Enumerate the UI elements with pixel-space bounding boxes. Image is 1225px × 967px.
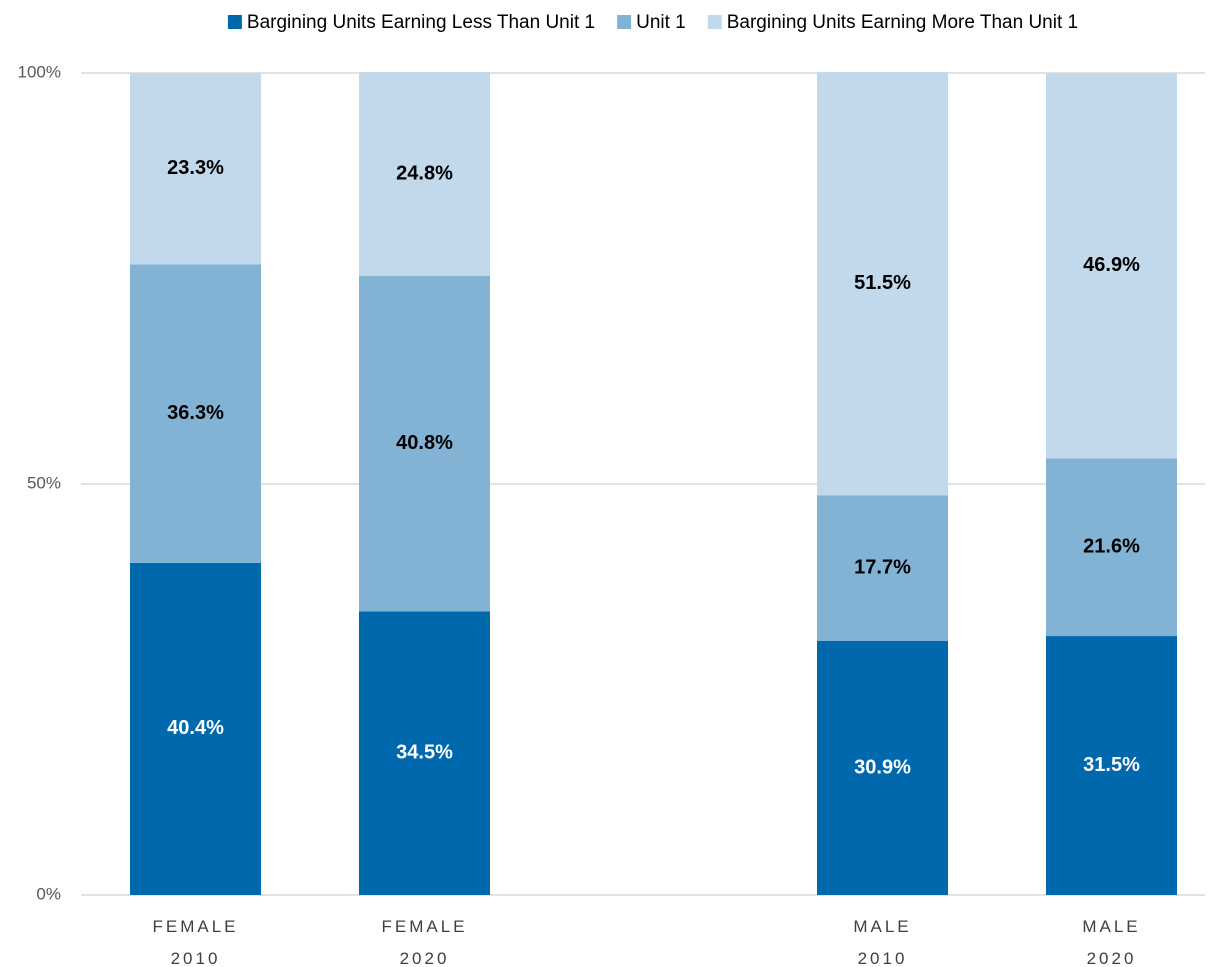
bar-segment	[359, 611, 490, 895]
y-tick-label: 100%	[18, 62, 61, 81]
bar-segment	[359, 276, 490, 612]
legend-label: Unit 1	[636, 12, 686, 33]
legend-label: Bargining Units Earning More Than Unit 1	[727, 12, 1078, 33]
data-label: 46.9%	[1083, 254, 1140, 276]
x-tick-label: MALE 2010	[853, 917, 911, 967]
legend-swatch	[617, 15, 632, 29]
bar-segment	[130, 73, 261, 265]
data-label: 23.3%	[167, 157, 224, 179]
data-label: 36.3%	[167, 402, 224, 424]
x-tick-label: FEMALE 2020	[381, 917, 467, 967]
y-tick-label: 50%	[27, 473, 61, 492]
bar-segment	[130, 264, 261, 563]
data-label: 31.5%	[1083, 754, 1140, 776]
bar-segment	[817, 641, 948, 895]
data-label: 17.7%	[854, 557, 911, 579]
legend-swatch	[707, 15, 722, 29]
bar-segment	[1046, 458, 1177, 637]
bar-segment	[1046, 73, 1177, 459]
data-label: 40.4%	[167, 717, 224, 739]
data-label: 21.6%	[1083, 536, 1140, 558]
data-label: 24.8%	[396, 162, 453, 184]
x-tick-label: FEMALE 2010	[152, 917, 238, 967]
data-label: 30.9%	[854, 756, 911, 778]
legend-label: Bargining Units Earning Less Than Unit 1	[247, 12, 595, 33]
data-label: 40.8%	[396, 432, 453, 454]
y-tick-label: 0%	[36, 884, 61, 903]
legend: Bargining Units Earning Less Than Unit 1…	[227, 12, 1078, 33]
data-label: 51.5%	[854, 272, 911, 294]
bar-segment	[817, 495, 948, 642]
x-tick-label: MALE 2020	[1082, 917, 1140, 967]
bar-segment	[1046, 636, 1177, 895]
bar-segment	[359, 72, 490, 277]
data-label: 34.5%	[396, 741, 453, 763]
legend-swatch	[227, 15, 242, 29]
bar-segment	[817, 72, 948, 496]
bar-segment	[130, 562, 261, 895]
